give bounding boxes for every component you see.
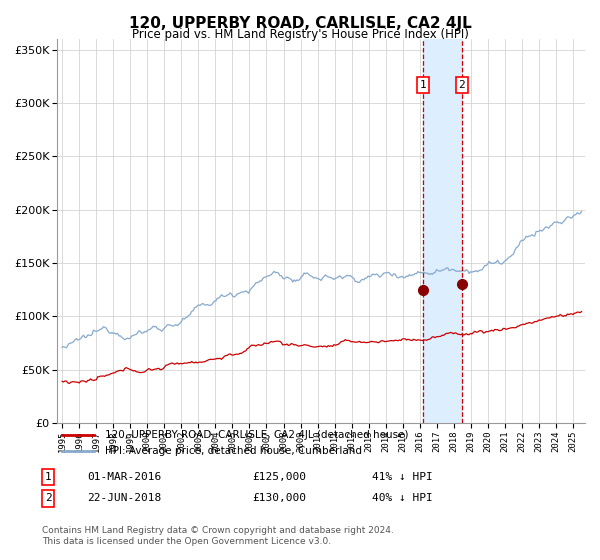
Text: HPI: Average price, detached house, Cumberland: HPI: Average price, detached house, Cumb… bbox=[104, 446, 362, 456]
Text: 120, UPPERBY ROAD, CARLISLE, CA2 4JL (detached house): 120, UPPERBY ROAD, CARLISLE, CA2 4JL (de… bbox=[104, 430, 408, 440]
Text: 120, UPPERBY ROAD, CARLISLE, CA2 4JL: 120, UPPERBY ROAD, CARLISLE, CA2 4JL bbox=[128, 16, 472, 31]
Text: 01-MAR-2016: 01-MAR-2016 bbox=[87, 472, 161, 482]
Text: Price paid vs. HM Land Registry's House Price Index (HPI): Price paid vs. HM Land Registry's House … bbox=[131, 28, 469, 41]
Text: Contains HM Land Registry data © Crown copyright and database right 2024.
This d: Contains HM Land Registry data © Crown c… bbox=[42, 526, 394, 546]
Text: 2: 2 bbox=[458, 80, 465, 90]
Text: 2: 2 bbox=[44, 493, 52, 503]
Text: 41% ↓ HPI: 41% ↓ HPI bbox=[372, 472, 433, 482]
Text: 1: 1 bbox=[419, 80, 426, 90]
Text: 22-JUN-2018: 22-JUN-2018 bbox=[87, 493, 161, 503]
Bar bbox=[422, 39, 462, 423]
Text: 40% ↓ HPI: 40% ↓ HPI bbox=[372, 493, 433, 503]
Text: £130,000: £130,000 bbox=[252, 493, 306, 503]
Text: 1: 1 bbox=[44, 472, 52, 482]
Text: £125,000: £125,000 bbox=[252, 472, 306, 482]
